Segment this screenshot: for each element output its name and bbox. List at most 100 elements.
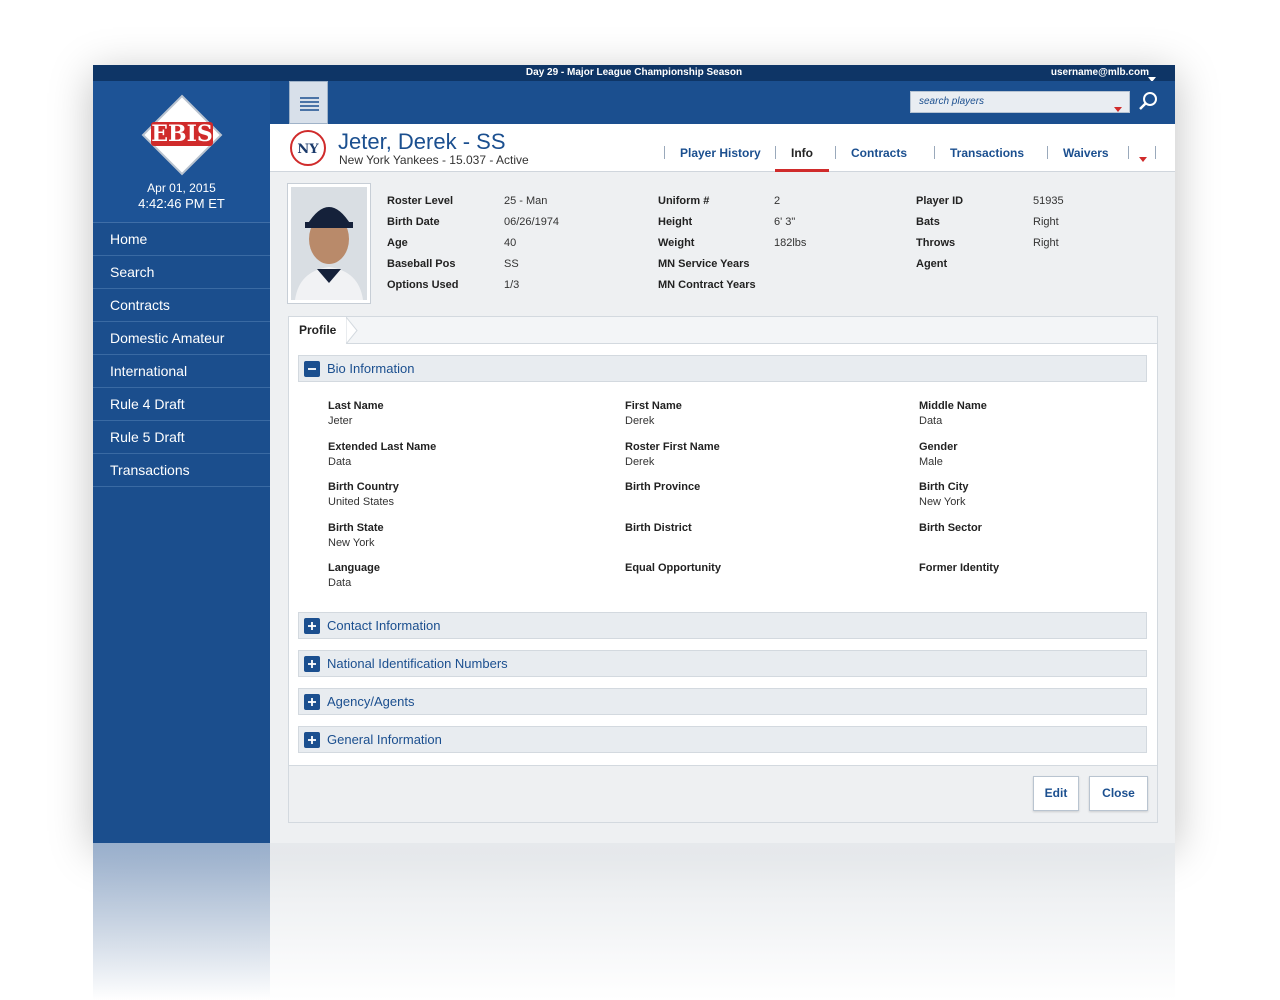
attribute-value: 182lbs	[774, 237, 807, 249]
field-value: Derek	[625, 415, 655, 427]
attribute-label: Agent	[916, 258, 948, 270]
tab-separator	[1155, 146, 1156, 159]
svg-text:NY: NY	[297, 142, 319, 157]
attribute-value: 1/3	[504, 279, 520, 291]
player-name: Jeter, Derek - SS	[338, 129, 506, 154]
attribute-label: Throws	[916, 237, 956, 249]
field-value: Derek	[625, 455, 655, 468]
field-label: Extended Last Name	[328, 440, 437, 453]
attribute-label: MN Service Years	[658, 258, 750, 270]
field-value: Data	[328, 577, 352, 590]
section-title: General Information	[327, 732, 442, 747]
season-label: Day 29 - Major League Championship Seaso…	[525, 67, 743, 78]
field-label: Former Identity	[919, 562, 1000, 575]
attribute-label: Bats	[916, 216, 940, 228]
field-value: New York	[919, 496, 966, 509]
field-label: Gender	[919, 440, 958, 453]
search-box[interactable]	[910, 91, 1130, 113]
field-label: Birth State	[328, 521, 384, 534]
attribute-value: Right	[1033, 237, 1059, 249]
attribute-label: Height	[658, 216, 693, 228]
profile-tab: Profile	[289, 317, 347, 344]
field-label: First Name	[625, 400, 682, 412]
section-header[interactable]	[298, 726, 1147, 753]
nav-item[interactable]: Search	[93, 256, 270, 289]
attribute-label: Roster Level	[387, 195, 454, 207]
field-label: Birth District	[625, 521, 692, 534]
profile-tabbar	[288, 316, 1158, 344]
attribute-label: Weight	[658, 237, 695, 249]
attribute-label: MN Contract Years	[658, 279, 756, 291]
user-caret	[1148, 70, 1156, 82]
search-icon	[1138, 91, 1158, 111]
field-value: Data	[919, 415, 943, 427]
attribute-value: 51935	[1033, 195, 1064, 207]
attribute-value: Right	[1033, 216, 1059, 228]
tab[interactable]: Contracts	[851, 146, 908, 160]
field-label: Birth City	[919, 481, 969, 494]
field-value: United States	[328, 496, 395, 509]
expand-icon	[304, 618, 320, 634]
field-label: Birth Province	[625, 481, 701, 494]
field-label: Equal Opportunity	[625, 562, 721, 575]
team-logo: NY	[289, 129, 327, 167]
nav-item[interactable]: Transactions	[93, 454, 270, 487]
logo-text: EBIS	[151, 121, 213, 147]
attribute-label: Options Used	[387, 279, 459, 291]
nav-item[interactable]: Rule 5 Draft	[93, 421, 270, 454]
field-label: Language	[328, 562, 380, 575]
player-photo	[287, 183, 371, 304]
search-placeholder: search players	[919, 96, 985, 107]
nav-item[interactable]: International	[93, 355, 270, 388]
tab-separator	[1047, 146, 1048, 159]
attribute-value: 2	[774, 195, 781, 207]
field-value: Jeter	[328, 415, 353, 427]
section-title: Agency/Agents	[327, 694, 415, 709]
logo-diamond	[141, 94, 223, 176]
field-value: Data	[328, 455, 352, 468]
profile-tab-arrow	[345, 315, 358, 346]
tab-active[interactable]: Info	[791, 146, 813, 160]
field-label: Birth Sector	[919, 521, 982, 534]
tab-more	[1139, 150, 1147, 162]
field-value: New York	[328, 536, 375, 549]
tab[interactable]: Player History	[680, 146, 761, 160]
attribute-label: Baseball Pos	[387, 258, 456, 270]
section-title: Contact Information	[327, 618, 441, 633]
player-subtitle: New York Yankees - 15.037 - Active	[339, 153, 529, 167]
section-header[interactable]	[298, 650, 1147, 677]
attribute-label: Uniform #	[658, 195, 710, 207]
attribute-value: 40	[504, 237, 517, 249]
button[interactable]: Edit	[1033, 776, 1079, 811]
sidebar-time: 4:42:46 PM ET	[138, 196, 225, 211]
attribute-value: 25 - Man	[504, 195, 548, 207]
nav-item[interactable]: Home	[93, 223, 270, 256]
section-header[interactable]	[298, 688, 1147, 715]
top-bar	[93, 65, 1175, 81]
tab[interactable]: Transactions	[950, 146, 1025, 160]
tab-separator	[1128, 146, 1129, 159]
nav-item[interactable]: Rule 4 Draft	[93, 388, 270, 421]
button[interactable]: Close	[1089, 776, 1148, 811]
tab[interactable]: Waivers	[1063, 146, 1109, 160]
section-title: National Identification Numbers	[327, 656, 508, 671]
attribute-value: 6' 3"	[774, 216, 796, 228]
field-label: Roster First Name	[625, 440, 720, 453]
expand-icon	[304, 656, 320, 672]
reflection	[93, 843, 1175, 1000]
attribute-label: Birth Date	[387, 216, 440, 228]
nav-item[interactable]: Contracts	[93, 289, 270, 322]
attribute-value: 06/26/1974	[504, 216, 560, 228]
expand-icon	[304, 694, 320, 710]
section-header[interactable]	[298, 612, 1147, 639]
profile-footer	[289, 765, 1157, 822]
attribute-label: Age	[387, 237, 408, 249]
tab-separator	[664, 146, 665, 159]
nav-item[interactable]: Domestic Amateur	[93, 322, 270, 355]
menu-button[interactable]	[289, 81, 328, 124]
user-menu[interactable]: username@mlb.com	[1050, 67, 1149, 78]
tab-separator	[835, 146, 836, 159]
section-header[interactable]	[298, 355, 1147, 382]
reflection-sidebar	[93, 843, 270, 1000]
